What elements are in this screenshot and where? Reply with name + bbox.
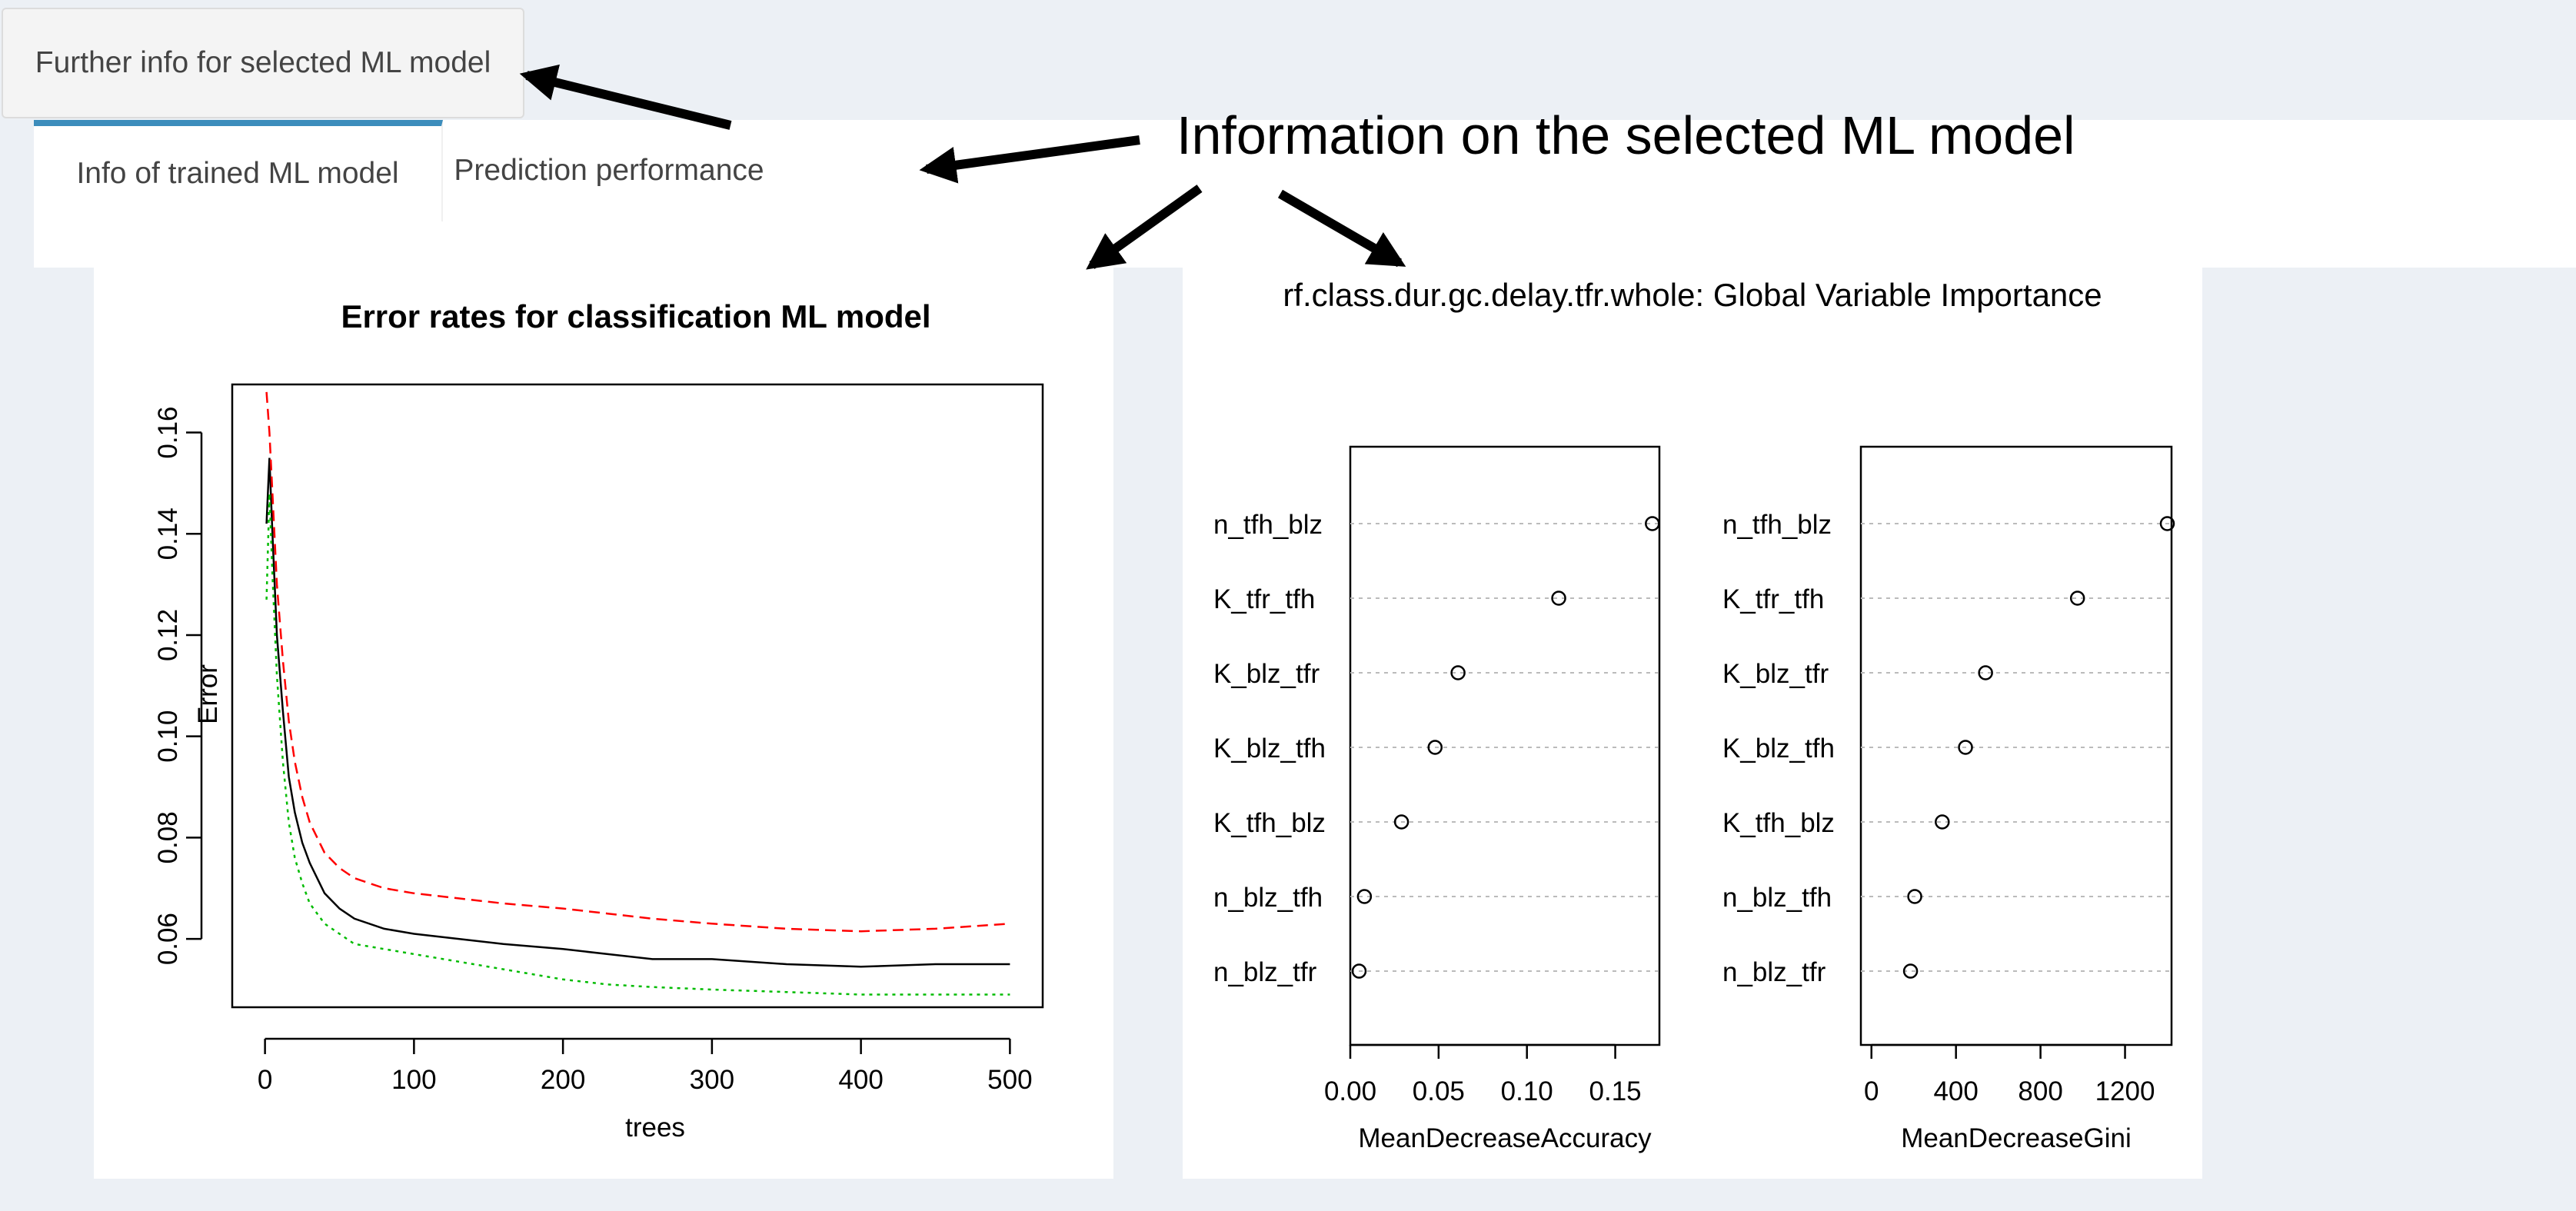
variable-label: K_tfh_blz [1722,808,1835,838]
importance-point [2159,516,2175,531]
importance-point [1978,665,1993,680]
arrow-to-button [519,64,732,130]
y-tick-label: 0.08 [153,811,183,863]
variable-label: K_blz_tfh [1213,734,1326,764]
error-series-line [265,391,1010,933]
importance-point [1393,814,1409,830]
importance-point [1958,740,1973,755]
importance-point [1551,591,1566,606]
importance-plot-box [1859,445,2173,1046]
y-tick-label: 0.16 [153,406,183,458]
importance-x-tick-label: 1200 [2095,1076,2155,1106]
chart-title: Error rates for classification ML model [341,298,930,334]
y-tick-label: 0.10 [153,710,183,763]
variable-label: n_blz_tfr [1213,957,1317,987]
importance-point [1935,814,1950,830]
importance-point [1902,963,1919,979]
importance-point [1450,665,1466,680]
variable-label: K_tfh_blz [1213,808,1326,838]
importance-point [1351,963,1367,979]
error-series-line [265,493,1010,996]
importance-plot-box [1349,445,1661,1046]
y-axis-label: Error [193,664,223,724]
variable-label: K_blz_tfr [1213,659,1320,689]
variable-label: K_blz_tfh [1722,734,1835,764]
importance-point [1427,740,1443,755]
variable-label: n_tfh_blz [1213,510,1323,540]
importance-x-axis-label: MeanDecreaseAccuracy [1358,1123,1652,1153]
x-tick-label: 300 [690,1065,734,1095]
importance-point [1907,889,1922,904]
plot-box [231,383,1044,1009]
annotation-text: Information on the selected ML model [1177,105,2075,165]
x-tick-label: 0 [258,1065,272,1095]
error-rate-chart: Error rates for classification ML model … [153,298,1044,1143]
variable-label: K_tfr_tfh [1722,584,1824,614]
variable-label: n_tfh_blz [1722,510,1832,540]
variable-importance-panel: rf.class.dur.gc.delay.tfr.whole: Global … [1183,268,2202,1179]
variable-label: n_blz_tfh [1213,883,1323,913]
x-tick-label: 400 [838,1065,883,1095]
tab-content [34,221,2576,268]
y-tick-label: 0.12 [153,609,183,661]
variable-label: n_blz_tfr [1722,957,1826,987]
x-axis-label: trees [625,1113,685,1143]
error-rate-panel: Error rates for classification ML model … [94,268,1113,1179]
error-series-line [265,457,1010,968]
variable-importance-chart: rf.class.dur.gc.delay.tfr.whole: Global … [1213,277,2175,1153]
further-info-button[interactable]: Further info for selected ML model [2,8,524,118]
importance-x-tick-label: 0.05 [1413,1076,1465,1106]
importance-point [1356,889,1373,904]
y-tick-label: 0.06 [153,913,183,965]
variable-label: K_tfr_tfh [1213,584,1315,614]
tab-prediction-performance[interactable]: Prediction performance [454,154,764,187]
x-tick-label: 500 [987,1065,1032,1095]
x-tick-label: 100 [391,1065,436,1095]
variable-label: K_blz_tfr [1722,659,1829,689]
variable-label: n_blz_tfh [1722,883,1832,913]
x-tick-label: 200 [541,1065,585,1095]
importance-x-tick-label: 800 [2018,1076,2062,1106]
importance-point [2069,591,2085,606]
importance-x-tick-label: 0.15 [1589,1076,1642,1106]
importance-x-tick-label: 0.00 [1324,1076,1376,1106]
chart-title: rf.class.dur.gc.delay.tfr.whole: Global … [1283,277,2102,313]
importance-x-tick-label: 0 [1864,1076,1879,1106]
importance-x-axis-label: MeanDecreaseGini [1901,1123,2132,1153]
importance-x-tick-label: 0.10 [1501,1076,1553,1106]
importance-x-tick-label: 400 [1933,1076,1978,1106]
importance-point [1645,516,1660,531]
tab-info-trained-model[interactable]: Info of trained ML model [34,120,443,221]
y-tick-label: 0.14 [153,507,183,560]
